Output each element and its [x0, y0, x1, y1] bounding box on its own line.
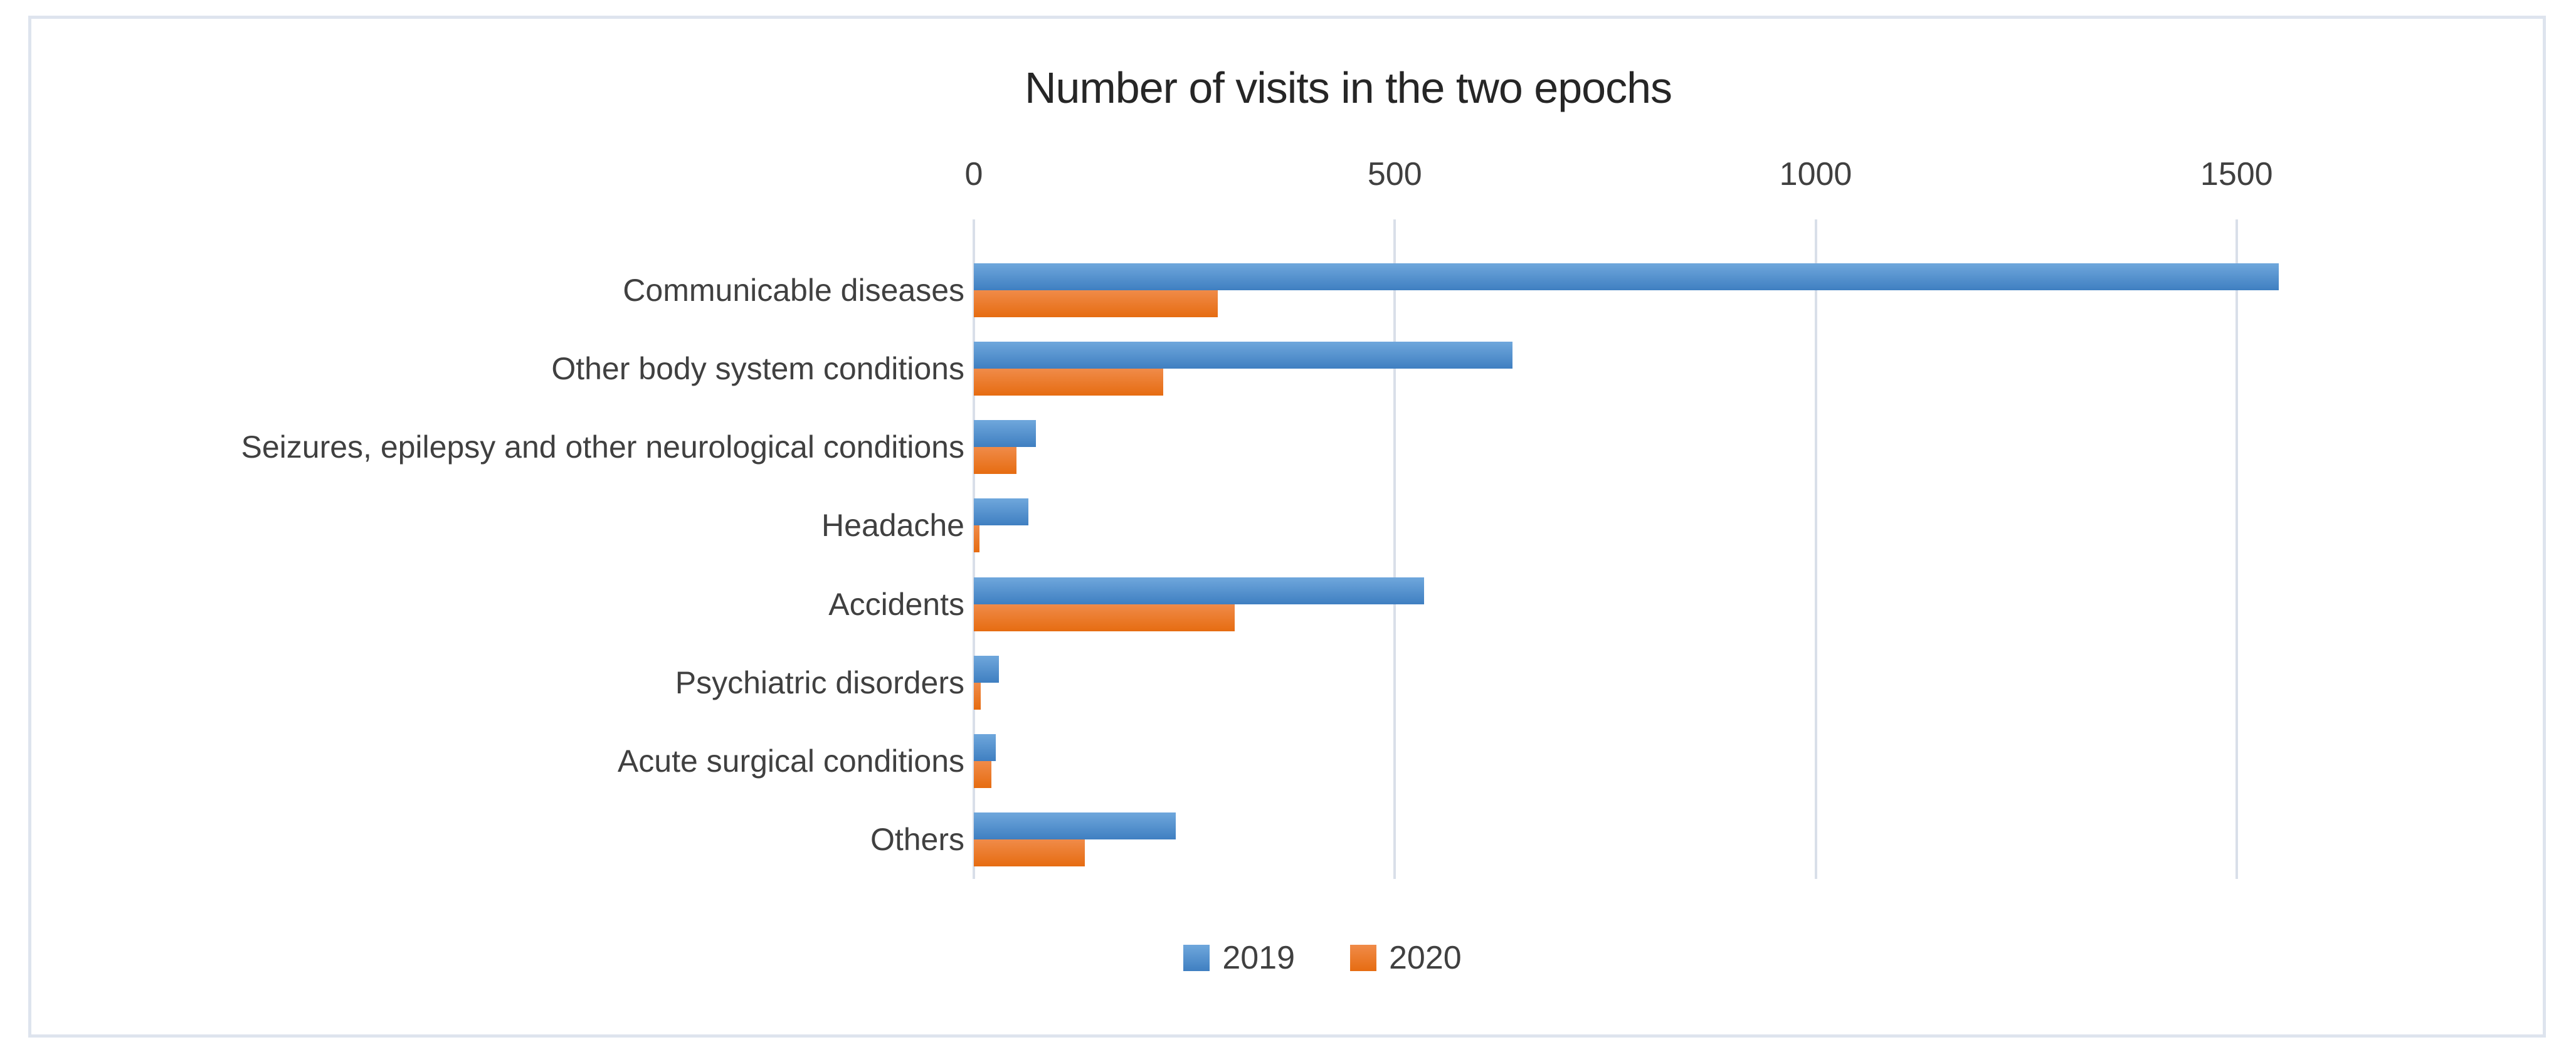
category-axis-labels: Communicable diseases Other body system c…	[31, 251, 965, 879]
gridline-1000	[1814, 219, 1817, 879]
category-label: Acute surgical conditions	[617, 744, 964, 779]
legend-item-2020: 2020	[1350, 939, 1462, 977]
bar-2019	[974, 812, 1176, 840]
bar-2019	[974, 263, 2279, 290]
bar-2019	[974, 655, 1000, 683]
bar-2019	[974, 577, 1425, 604]
x-axis-tick-1500: 1500	[2200, 156, 2273, 192]
chart-area-frame	[28, 16, 2546, 1038]
category-label: Seizures, epilepsy and other neurologica…	[241, 429, 965, 465]
legend-swatch-2019	[1183, 945, 1210, 971]
x-axis-tick-1000: 1000	[1779, 156, 1852, 192]
bar-2020	[974, 761, 992, 788]
legend-label-2019: 2019	[1222, 940, 1295, 976]
gridline-1500	[2235, 219, 2238, 879]
category-label: Communicable diseases	[623, 272, 964, 308]
category-label: Headache	[821, 508, 964, 544]
x-axis-tick-500: 500	[1367, 156, 1422, 192]
plot-area	[974, 251, 2321, 879]
chart-title: Number of visits in the two epochs	[1024, 63, 1672, 112]
legend-label-2020: 2020	[1389, 940, 1462, 976]
x-axis-tick-0: 0	[964, 156, 983, 192]
category-label: Others	[870, 822, 964, 858]
bar-2020	[974, 604, 1235, 631]
category-label: Other body system conditions	[551, 350, 964, 386]
legend-item-2019: 2019	[1183, 939, 1295, 977]
bar-2020	[974, 290, 1218, 317]
bar-2019	[974, 420, 1037, 447]
bar-2020	[974, 839, 1085, 867]
bar-2020	[974, 682, 981, 710]
gridline-500	[1393, 219, 1396, 879]
bar-2019	[974, 341, 1513, 369]
bar-2020	[974, 368, 1164, 396]
chart-legend: 2019 2020	[34, 939, 2576, 977]
bar-2020	[974, 447, 1017, 474]
category-label: Psychiatric disorders	[675, 665, 964, 700]
bar-2020	[974, 525, 980, 553]
bar-2019	[974, 734, 996, 761]
category-label: Accidents	[828, 586, 964, 622]
legend-swatch-2020	[1350, 945, 1376, 971]
bar-2019	[974, 498, 1029, 526]
